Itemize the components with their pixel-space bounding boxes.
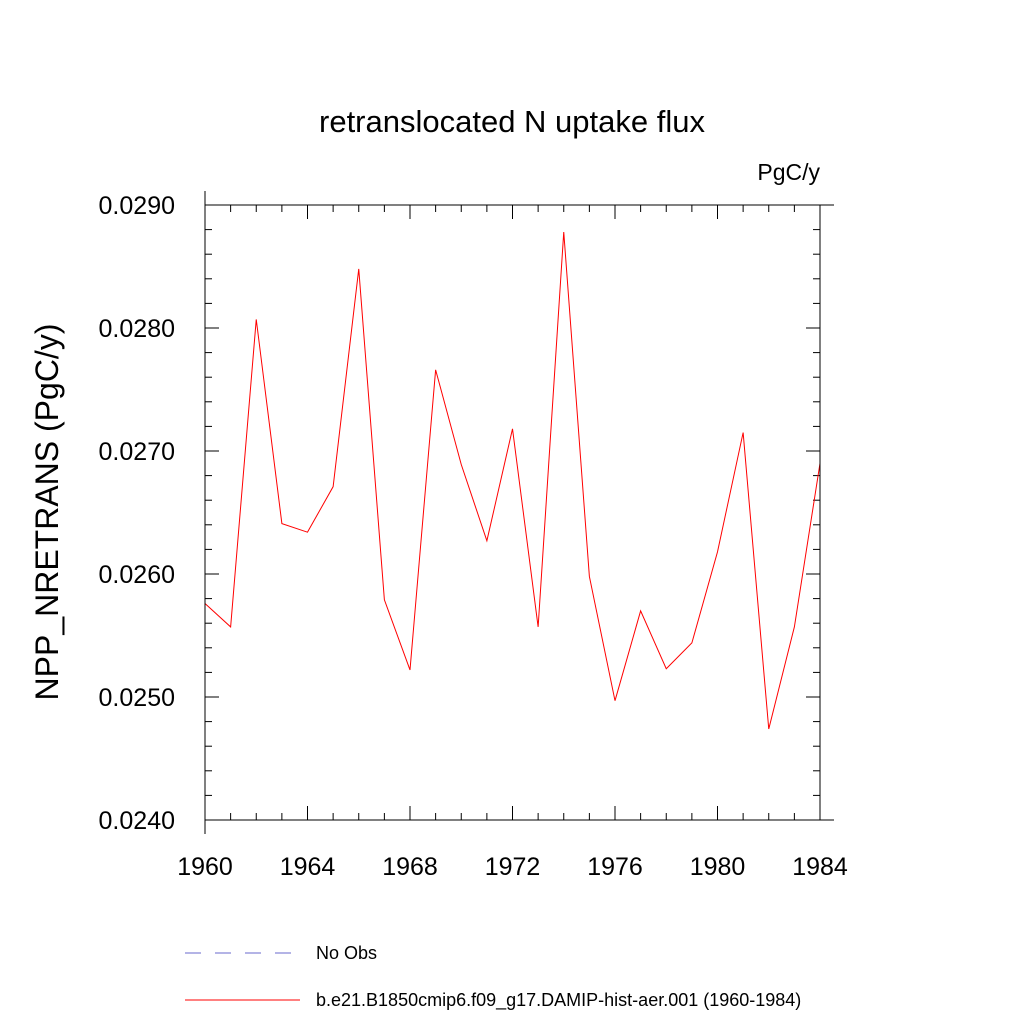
y-tick-label: 0.0240	[99, 807, 175, 835]
y-tick-label: 0.0280	[99, 315, 175, 343]
y-axis-label: NPP_NRETRANS (PgC/y)	[29, 324, 65, 701]
chart-title: retranslocated N uptake flux	[319, 104, 705, 139]
y-tick-label: 0.0290	[99, 192, 175, 220]
y-tick-label: 0.0260	[99, 561, 175, 589]
y-tick-label: 0.0250	[99, 684, 175, 712]
series-line	[204, 232, 821, 730]
y-tick-label: 0.0270	[99, 438, 175, 466]
plot-frame	[204, 204, 821, 821]
axis-ticks	[204, 191, 834, 834]
legend-label-model: b.e21.B1850cmip6.f09_g17.DAMIP-hist-aer.…	[316, 990, 801, 1011]
legend-label-no-obs: No Obs	[316, 943, 377, 963]
x-tick-labels: 1960 1964 1968 1972 1976 1980 1984	[177, 853, 848, 881]
legend: No Obs b.e21.B1850cmip6.f09_g17.DAMIP-hi…	[185, 943, 801, 1011]
x-tick-label: 1984	[792, 853, 848, 881]
x-tick-label: 1960	[177, 853, 233, 881]
x-tick-label: 1972	[485, 853, 541, 881]
x-tick-label: 1964	[280, 853, 336, 881]
y-tick-labels: 0.0240 0.0250 0.0260 0.0270 0.0280 0.0290	[99, 192, 175, 835]
units-label: PgC/y	[757, 159, 820, 185]
x-tick-label: 1968	[382, 853, 438, 881]
x-tick-label: 1980	[690, 853, 746, 881]
series-group	[204, 232, 821, 730]
x-tick-label: 1976	[587, 853, 643, 881]
